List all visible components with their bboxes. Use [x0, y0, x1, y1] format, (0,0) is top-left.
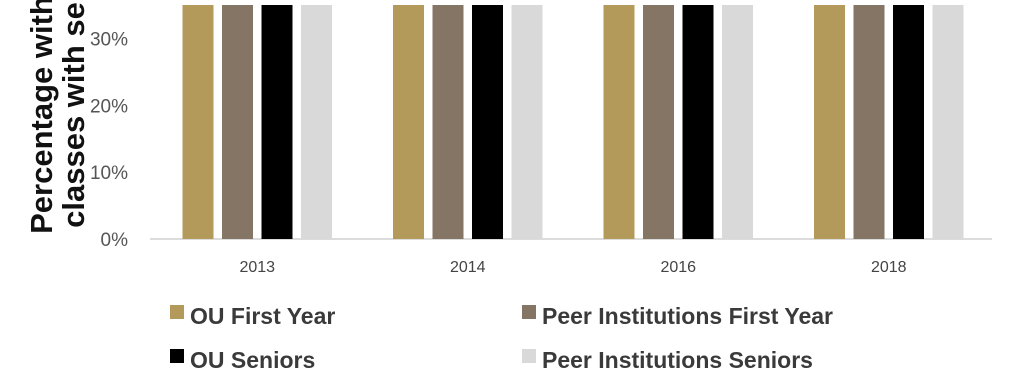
bar [222, 5, 253, 239]
legend-label: Peer Institutions Seniors [542, 347, 813, 373]
x-tick-label: 2014 [450, 259, 486, 276]
y-tick-label: 0% [101, 230, 129, 251]
y-axis-label-line: Percentage with [24, 0, 59, 234]
legend-label: Peer Institutions First Year [542, 303, 833, 329]
bar [814, 5, 845, 239]
x-tick-label: 2013 [239, 259, 275, 276]
y-axis-label-line: classes with se [56, 2, 91, 228]
bar [393, 5, 424, 239]
legend-label: OU First Year [190, 303, 335, 329]
y-tick-label: 30% [90, 29, 128, 50]
y-axis-ticks: 0% 10% 20% 30% [90, 29, 128, 251]
bar [261, 5, 293, 239]
legend-swatch [170, 305, 184, 319]
bar [682, 5, 714, 239]
bar [301, 5, 332, 239]
legend-swatch [522, 305, 536, 319]
bar [893, 5, 924, 239]
bar [511, 5, 543, 239]
x-tick-label: 2016 [660, 259, 696, 276]
bars [182, 5, 964, 239]
bar [603, 5, 635, 239]
bar [722, 5, 753, 239]
x-axis-ticks: 2013 2014 2016 2018 [239, 259, 906, 276]
legend-label: OU Seniors [190, 347, 315, 373]
bar [932, 5, 964, 239]
y-tick-label: 20% [90, 96, 128, 117]
legend-swatch [522, 349, 536, 363]
bar [432, 5, 464, 239]
bar [182, 5, 214, 239]
x-tick-label: 2018 [871, 259, 907, 276]
y-tick-label: 10% [90, 163, 128, 184]
legend: OU First Year Peer Institutions First Yea… [170, 303, 833, 373]
bar [643, 5, 674, 239]
legend-swatch [170, 349, 184, 363]
bar [472, 5, 503, 239]
bar [853, 5, 885, 239]
